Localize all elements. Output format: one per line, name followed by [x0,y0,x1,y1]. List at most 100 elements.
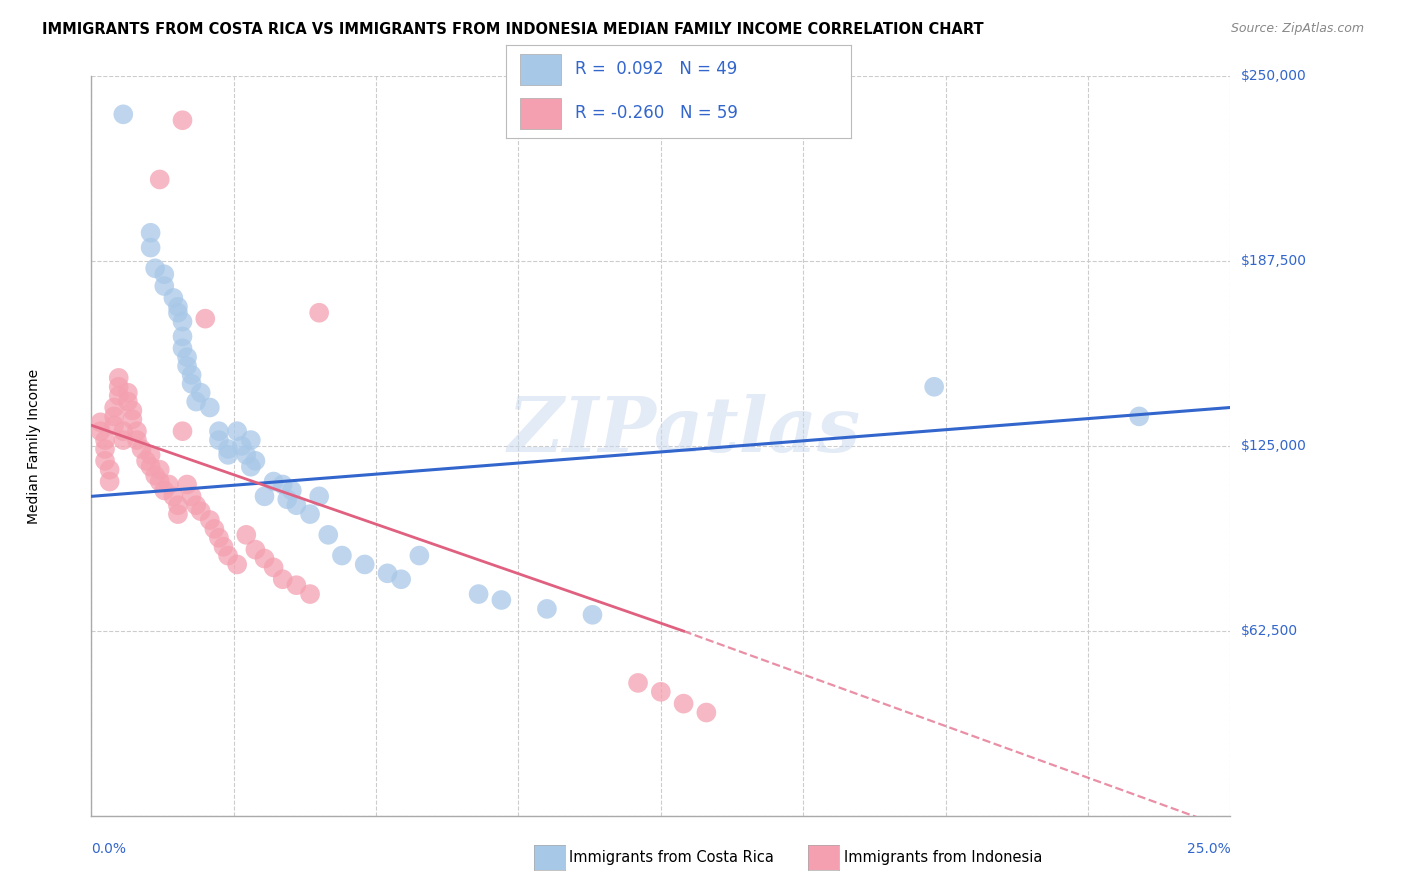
Point [103,418,125,433]
Point [627,676,650,690]
Point [176,350,198,364]
Point [103,409,125,424]
Point [281,483,304,498]
Point [89,424,111,438]
Point [89,415,111,429]
Point [112,433,135,447]
Point [271,572,294,586]
Point [149,463,172,477]
Point [153,483,176,498]
Point [202,522,225,536]
Point [239,459,262,474]
Point [172,315,194,329]
Point [208,531,231,545]
Bar [520,98,561,129]
Point [176,359,198,373]
Point [162,489,184,503]
Point [377,566,399,581]
Point [217,442,239,456]
Text: $125,000: $125,000 [1241,439,1308,453]
Point [389,572,412,586]
Point [149,475,172,489]
Point [695,706,717,720]
Text: 25.0%: 25.0% [1187,842,1230,856]
Point [98,475,121,489]
Point [125,424,148,438]
Point [299,507,322,521]
Text: Source: ZipAtlas.com: Source: ZipAtlas.com [1230,22,1364,36]
Text: Immigrants from Costa Rica: Immigrants from Costa Rica [569,850,775,864]
Point [581,607,603,622]
Point [285,578,308,592]
Point [98,463,121,477]
Text: IMMIGRANTS FROM COSTA RICA VS IMMIGRANTS FROM INDONESIA MEDIAN FAMILY INCOME COR: IMMIGRANTS FROM COSTA RICA VS IMMIGRANTS… [42,22,984,37]
Point [167,300,190,314]
Point [172,424,194,438]
Text: Median Family Income: Median Family Income [28,368,41,524]
Text: R = -0.260   N = 59: R = -0.260 N = 59 [575,104,738,122]
Point [172,329,194,343]
Text: ZIPatlas: ZIPatlas [508,394,860,468]
Point [180,368,202,382]
Point [153,279,176,293]
Point [253,489,276,503]
Point [186,498,208,512]
Point [308,306,330,320]
Point [1128,409,1150,424]
Point [330,549,353,563]
Text: $250,000: $250,000 [1241,69,1308,83]
Point [353,558,375,572]
Point [121,403,143,417]
Point [190,504,212,518]
Point [121,412,143,426]
Point [194,311,217,326]
Point [408,549,430,563]
Point [172,341,194,355]
Point [107,389,129,403]
Point [650,685,672,699]
Point [235,528,257,542]
Point [167,498,190,512]
Point [922,380,945,394]
Point [180,489,202,503]
Point [672,697,695,711]
Point [131,442,153,456]
Text: $187,500: $187,500 [1241,254,1308,268]
Point [467,587,489,601]
Point [226,558,249,572]
Point [135,454,157,468]
Point [139,459,162,474]
Point [271,477,294,491]
Point [316,528,339,542]
Point [112,424,135,438]
Point [190,385,212,400]
Point [112,107,135,121]
Point [217,549,239,563]
Point [263,560,285,574]
Point [117,385,139,400]
Point [157,477,180,491]
Point [253,551,276,566]
Text: 0.0%: 0.0% [91,842,127,856]
Point [139,448,162,462]
Point [162,291,184,305]
Point [125,433,148,447]
Point [239,433,262,447]
Bar [520,54,561,85]
Point [299,587,322,601]
Point [94,433,117,447]
Point [198,401,221,415]
Text: R =  0.092   N = 49: R = 0.092 N = 49 [575,60,737,78]
Point [536,602,558,616]
Point [231,439,253,453]
Point [103,401,125,415]
Point [285,498,308,512]
Point [139,241,162,255]
Point [245,454,267,468]
Point [143,468,166,483]
Point [226,424,249,438]
Point [172,113,194,128]
Point [143,261,166,276]
Point [94,442,117,456]
Point [235,448,257,462]
